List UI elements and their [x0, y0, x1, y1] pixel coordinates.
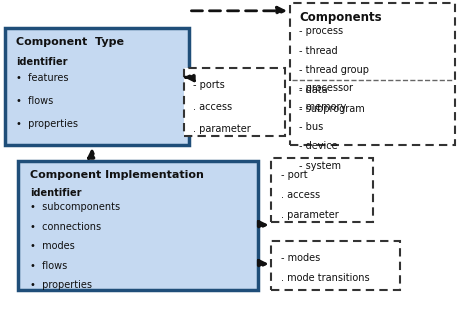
Text: - device: - device [298, 141, 337, 151]
FancyBboxPatch shape [289, 3, 454, 145]
Text: •  connections: • connections [30, 222, 101, 232]
FancyBboxPatch shape [271, 241, 399, 290]
Text: Components: Components [298, 11, 381, 24]
Text: Component  Type: Component Type [16, 37, 124, 47]
Text: . parameter: . parameter [280, 210, 338, 220]
Text: Component Implementation: Component Implementation [30, 170, 203, 180]
FancyBboxPatch shape [271, 158, 372, 222]
Text: . mode transitions: . mode transitions [280, 273, 369, 283]
Text: - processor: - processor [298, 83, 352, 93]
Text: - system: - system [298, 161, 340, 171]
Text: - bus: - bus [298, 122, 323, 132]
Text: •  subcomponents: • subcomponents [30, 202, 120, 212]
Text: - process: - process [298, 26, 342, 36]
Text: •  modes: • modes [30, 241, 74, 251]
Text: . access: . access [193, 102, 232, 112]
FancyBboxPatch shape [5, 28, 188, 145]
FancyBboxPatch shape [184, 68, 285, 136]
Text: identifier: identifier [30, 188, 81, 198]
Text: - modes: - modes [280, 253, 319, 263]
Text: •  flows: • flows [16, 96, 53, 106]
Text: •  flows: • flows [30, 261, 67, 271]
Text: . access: . access [280, 190, 319, 200]
FancyBboxPatch shape [18, 161, 257, 290]
Text: - ports: - ports [193, 80, 224, 90]
Text: - subprogram: - subprogram [298, 104, 364, 114]
Text: •  properties: • properties [30, 280, 92, 290]
Text: •  features: • features [16, 73, 68, 83]
Text: •  properties: • properties [16, 119, 78, 129]
Text: . parameter: . parameter [193, 124, 251, 133]
Text: - thread: - thread [298, 46, 337, 56]
Text: identifier: identifier [16, 57, 67, 67]
Text: - data: - data [298, 85, 327, 95]
Text: - memory: - memory [298, 102, 346, 112]
Text: - thread group: - thread group [298, 65, 368, 75]
Text: - port: - port [280, 170, 307, 180]
